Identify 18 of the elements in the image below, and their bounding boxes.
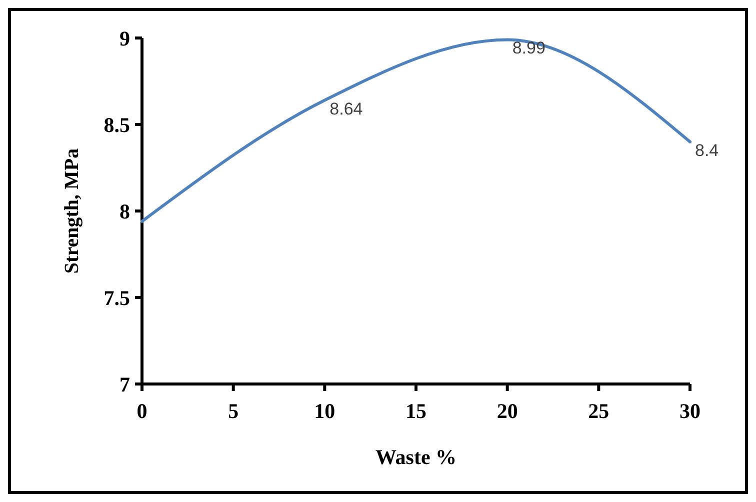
data-label: 8.64 xyxy=(330,99,363,118)
x-tick-label: 0 xyxy=(136,399,148,423)
x-tick-label: 20 xyxy=(496,399,518,423)
data-label: 8.99 xyxy=(512,38,546,58)
y-axis-title: Strength, MPa xyxy=(61,148,83,274)
data-label: 8.4 xyxy=(695,140,719,160)
y-tick-label: 7 xyxy=(120,372,130,396)
y-tick-label: 7.5 xyxy=(104,286,130,310)
y-tick-label: 8 xyxy=(120,199,130,224)
x-tick-label: 25 xyxy=(588,399,610,423)
line-series xyxy=(140,38,692,223)
x-axis-title: Waste % xyxy=(375,445,457,469)
x-tick-label: 10 xyxy=(314,399,336,423)
x-tick-label: 5 xyxy=(228,399,239,423)
x-tick-label: 15 xyxy=(406,399,426,423)
y-tick-label: 8.5 xyxy=(104,112,130,137)
x-tick-label: 30 xyxy=(680,399,700,423)
y-tick-label: 9 xyxy=(120,26,130,50)
